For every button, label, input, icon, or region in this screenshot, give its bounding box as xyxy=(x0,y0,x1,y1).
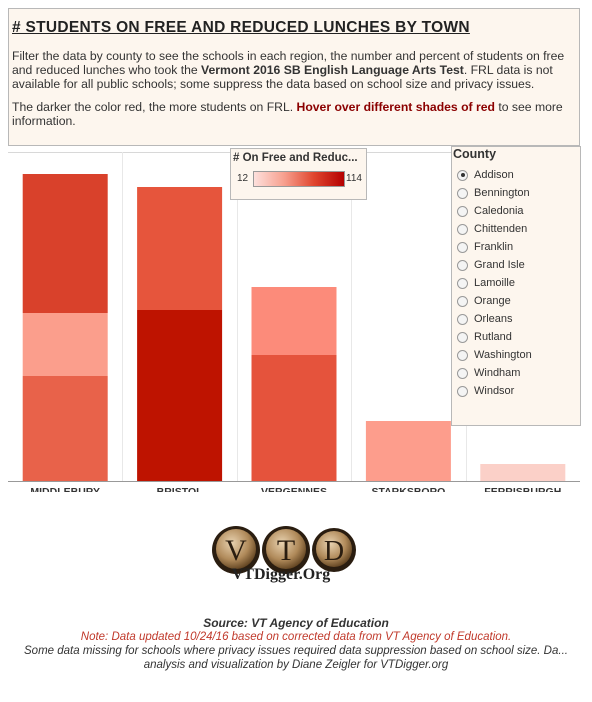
logo-letter: V xyxy=(225,534,247,567)
legend-max: 114 xyxy=(346,173,362,184)
logo-key-d: D xyxy=(312,528,356,572)
radio-button[interactable] xyxy=(457,367,468,379)
radio-button[interactable] xyxy=(457,187,468,199)
bar-segment-bristol-1[interactable] xyxy=(137,310,223,481)
county-option-label: Grand Isle xyxy=(474,259,525,271)
bar-chart: MIDDLEBURY BRISTOL VERGENNES STARKSBORO FERR… xyxy=(8,152,580,492)
category-label: STARKSBORO xyxy=(371,486,445,492)
missing-data-line: Some data missing for schools where priv… xyxy=(24,645,568,657)
radio-button[interactable] xyxy=(457,331,468,343)
county-option-bennington[interactable]: Bennington xyxy=(457,184,532,202)
county-option-caledonia[interactable]: Caledonia xyxy=(457,202,532,220)
bar-segment-vergennes-1[interactable] xyxy=(251,355,337,481)
credit-line: analysis and visualization by Diane Zeig… xyxy=(143,659,449,671)
bar-segment-middlebury-1[interactable] xyxy=(22,376,108,481)
bar-segment-ferrisburgh-1[interactable] xyxy=(480,464,566,481)
description-paragraph-1: Filter the data by county to see the sch… xyxy=(12,49,565,91)
bar-segment-middlebury-2[interactable] xyxy=(22,313,108,376)
county-option-washington[interactable]: Washington xyxy=(457,346,532,364)
bar-segment-vergennes-2[interactable] xyxy=(251,287,337,355)
county-option-label: Washington xyxy=(474,349,532,361)
legend-gradient xyxy=(253,171,345,187)
county-option-addison[interactable]: Addison xyxy=(457,166,532,184)
radio-button[interactable] xyxy=(457,349,468,361)
radio-button[interactable] xyxy=(457,241,468,253)
radio-button[interactable] xyxy=(457,295,468,307)
legend-title: # On Free and Reduc... xyxy=(233,152,358,164)
category-label: VERGENNES xyxy=(261,486,327,492)
logo-letter: D xyxy=(324,536,344,567)
radio-button[interactable] xyxy=(457,259,468,271)
radio-button[interactable] xyxy=(457,313,468,325)
logo-key-t: T xyxy=(262,526,310,574)
county-option-label: Franklin xyxy=(474,241,514,253)
county-option-label: Lamoille xyxy=(474,277,515,289)
county-option-franklin[interactable]: Franklin xyxy=(457,238,532,256)
radio-button[interactable] xyxy=(457,223,468,235)
county-option-label: Windsor xyxy=(474,385,515,397)
logo-key-v: V xyxy=(212,526,260,574)
logo-text[interactable]: VTDigger.Org xyxy=(231,566,331,583)
radio-button[interactable] xyxy=(457,169,468,181)
chart-area: MIDDLEBURY BRISTOL VERGENNES STARKSBORO FERR… xyxy=(8,152,580,492)
county-option-lamoille[interactable]: Lamoille xyxy=(457,274,532,292)
county-list: Addison Bennington Caledonia Chittenden Fran… xyxy=(457,166,532,400)
county-filter: County Addison Bennington Caledonia Chitten… xyxy=(451,146,581,426)
category-label: FERRISBURGH xyxy=(484,486,561,492)
county-filter-title: County xyxy=(453,147,497,161)
bar-segment-middlebury-3[interactable] xyxy=(22,174,108,313)
header-panel: # STUDENTS ON FREE AND REDUCED LUNCHES B… xyxy=(8,8,580,146)
legend-min: 12 xyxy=(237,173,249,184)
bar-segment-starksboro-1[interactable] xyxy=(365,421,451,481)
county-option-label: Rutland xyxy=(474,331,512,343)
logo-letter: T xyxy=(277,534,295,567)
county-option-label: Bennington xyxy=(474,187,530,199)
color-legend[interactable]: # On Free and Reduc... 12 114 xyxy=(230,148,367,200)
county-option-label: Windham xyxy=(474,367,521,379)
radio-button[interactable] xyxy=(457,277,468,289)
county-option-label: Orleans xyxy=(474,313,513,325)
county-option-chittenden[interactable]: Chittenden xyxy=(457,220,532,238)
county-option-label: Caledonia xyxy=(474,205,524,217)
county-option-orleans[interactable]: Orleans xyxy=(457,310,532,328)
page-title: # STUDENTS ON FREE AND REDUCED LUNCHES B… xyxy=(12,19,470,36)
description-paragraph-2: The darker the color red, the more stude… xyxy=(12,100,563,128)
vtdigger-logo: V T D xyxy=(212,526,356,574)
county-option-label: Addison xyxy=(474,169,514,181)
source-line: Source: VT Agency of Education xyxy=(203,616,389,630)
category-label: BRISTOL xyxy=(157,486,203,492)
bar-segment-bristol-2[interactable] xyxy=(137,187,223,310)
radio-button[interactable] xyxy=(457,385,468,397)
radio-button[interactable] xyxy=(457,205,468,217)
county-option-label: Chittenden xyxy=(474,223,528,235)
county-option-windsor[interactable]: Windsor xyxy=(457,382,532,400)
county-option-label: Orange xyxy=(474,295,511,307)
county-option-rutland[interactable]: Rutland xyxy=(457,328,532,346)
note-line: Note: Data updated 10/24/16 based on cor… xyxy=(80,631,512,643)
footer: Source: VT Agency of Education Note: Dat… xyxy=(0,616,592,672)
county-option-windham[interactable]: Windham xyxy=(457,364,532,382)
county-option-grand-isle[interactable]: Grand Isle xyxy=(457,256,532,274)
county-option-orange[interactable]: Orange xyxy=(457,292,532,310)
category-label: MIDDLEBURY xyxy=(30,486,100,492)
